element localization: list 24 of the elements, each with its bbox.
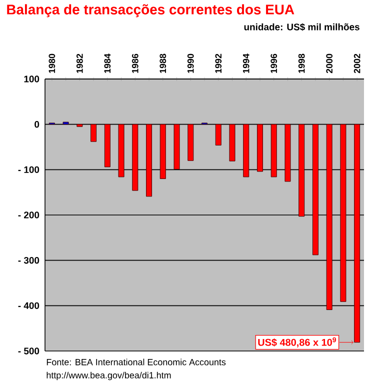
text: http://www.bea.gov/bea/di1.htm	[46, 372, 171, 380]
x-tick-label: 1988	[160, 54, 166, 73]
x-tick-label: 1992	[215, 54, 222, 73]
annotation: US$ 480,86 x 10$^{9}$	[258, 337, 336, 348]
y-tick-label: 0	[34, 120, 40, 128]
y-tick-label: - 300	[18, 256, 40, 264]
x-tick-label: 1994	[242, 54, 250, 73]
x-tick-label: 2002	[354, 54, 360, 74]
x-tick-label: 1980	[48, 54, 56, 73]
chart-title: Balança de transacções correntes dos EUA	[7, 4, 294, 18]
y-tick-label: - 500	[18, 348, 40, 354]
source-note: Fonte: BEA International Economic Accounts	[46, 358, 226, 366]
chart-subtitle: unidade: US$ mil milhões	[244, 23, 360, 31]
x-tick-label: 2000	[326, 54, 333, 74]
x-tick-label: 1984	[104, 54, 111, 73]
x-tick-label: 1982	[76, 54, 83, 73]
y-tick-label: 100	[24, 76, 40, 82]
x-tick-label: 1998	[298, 54, 305, 73]
y-tick-label: - 100	[18, 166, 40, 174]
y-tick-label: - 200	[18, 212, 40, 218]
y-tick-label: - 400	[18, 302, 40, 310]
x-tick-label: 1996	[270, 54, 278, 73]
x-tick-label: 1986	[132, 54, 138, 73]
x-tick-label: 1990	[187, 54, 194, 73]
